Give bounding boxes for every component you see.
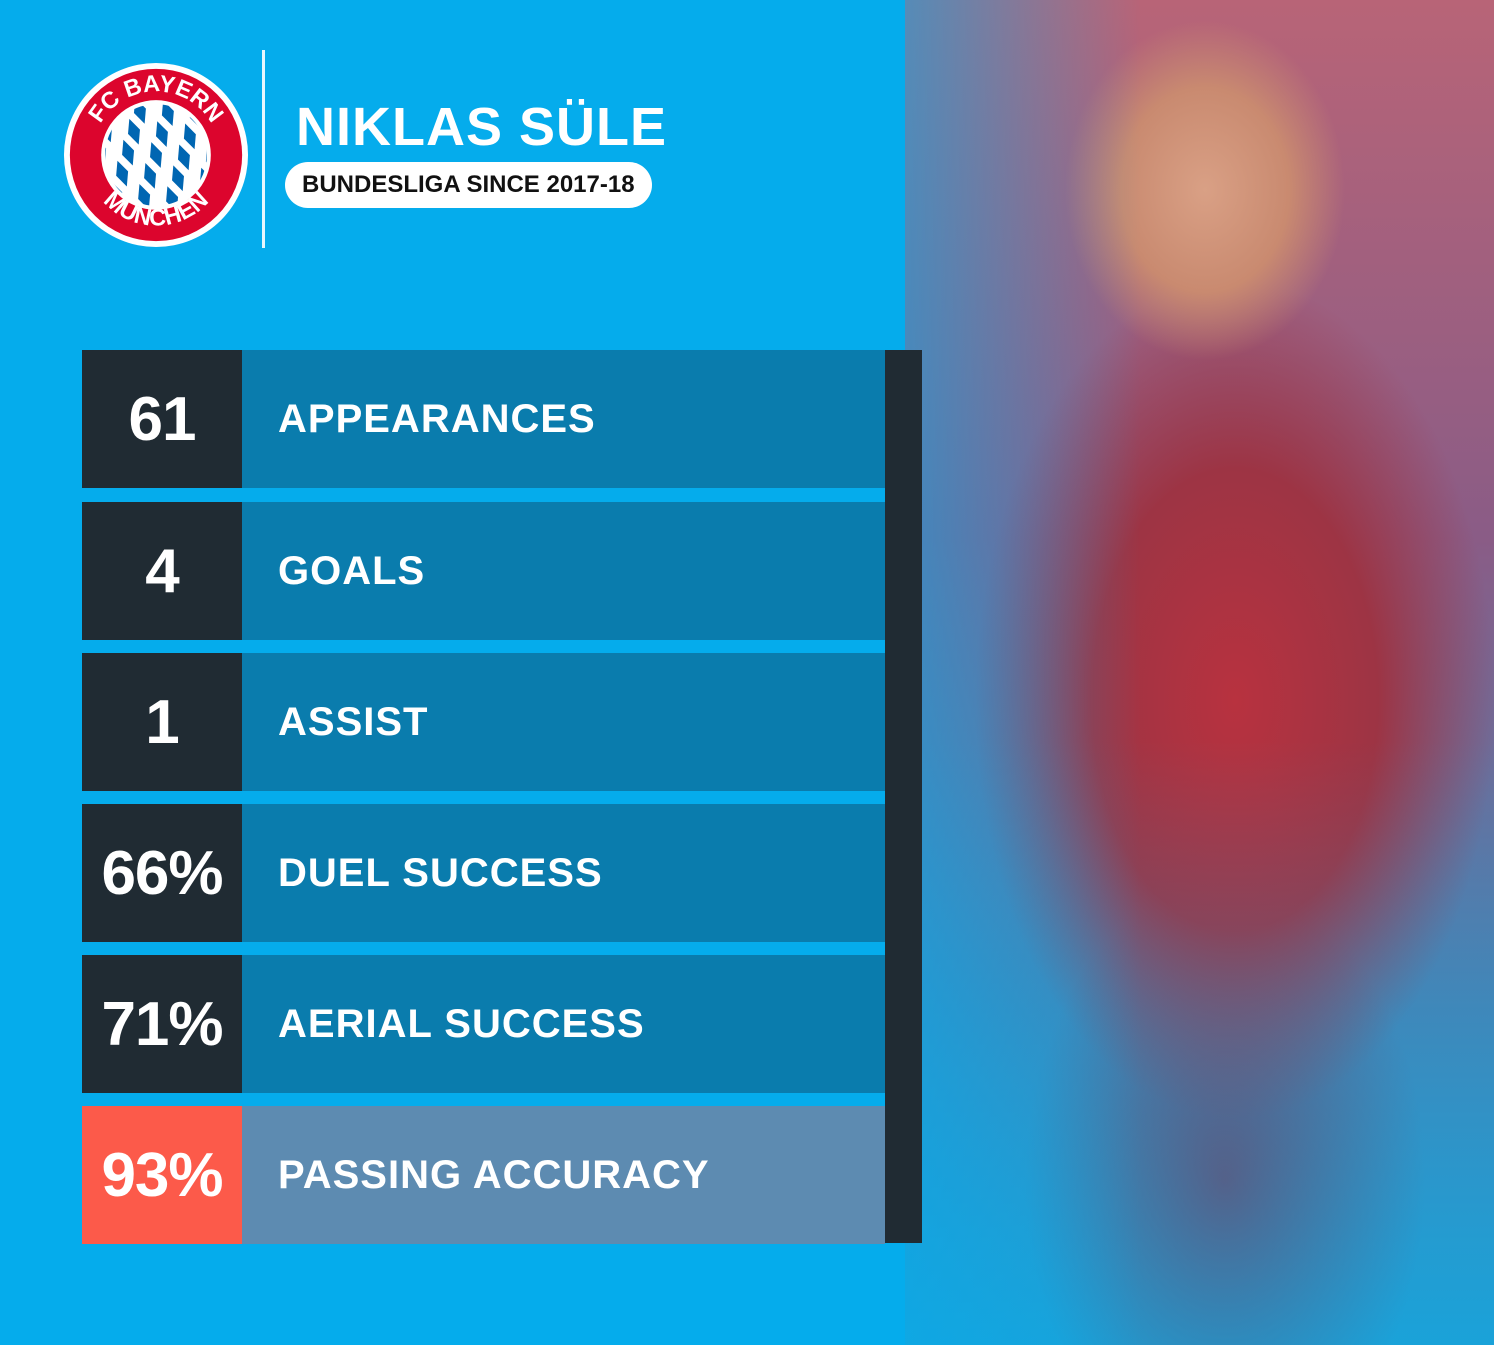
stat-row-duel-success: 66% DUEL SUCCESS [82,804,885,942]
stat-value: 61 [82,350,242,488]
logo-diamond [177,144,190,171]
stat-value: 66% [82,804,242,942]
logo-diamond [144,247,165,248]
logo-diamond [239,212,254,242]
logo-diamond [251,170,254,200]
stat-value: 4 [82,502,242,640]
stat-label: AERIAL SUCCESS [242,955,885,1093]
logo-diamond [144,163,157,189]
logo-diamond [233,233,254,248]
stat-row-goals: 4 GOALS [82,502,885,640]
logo-diamond [58,62,79,77]
logo-diamond [128,118,140,145]
logo-diamond [155,121,168,147]
logo-diamond [116,245,137,248]
logo-diamond [138,183,151,206]
stat-label: GOALS [242,502,885,640]
stat-value: 93% [82,1106,242,1244]
logo-diamond [58,68,73,98]
logo-diamond [122,139,135,166]
stat-row-appearances: 61 APPEARANCES [82,350,885,488]
player-name: NIKLAS SÜLE [296,97,668,157]
stat-label: PASSING ACCURACY [242,1106,885,1244]
logo-diamond [150,142,162,168]
stat-row-aerial-success: 71% AERIAL SUCCESS [82,955,885,1093]
player-photo [905,0,1494,1345]
logo-diamond [172,165,184,192]
header-divider [262,50,265,248]
logo-diamond [245,191,254,221]
stat-row-passing-accuracy: 93% PASSING ACCURACY [82,1106,885,1244]
logo-diamond [58,89,67,119]
logo-diamond [85,62,106,79]
logo-diamond [161,104,174,127]
logo-diamond [116,160,129,187]
fc-bayern-logo: FC BAYERN MÜNCHEN [58,62,254,248]
logo-diamond [205,231,226,248]
subtitle-badge: BUNDESLIGA SINCE 2017-18 [285,162,652,208]
logo-diamond [183,123,196,150]
stat-value: 1 [82,653,242,791]
stat-label: ASSIST [242,653,885,791]
stats-side-bar [885,350,922,1243]
stat-row-assist: 1 ASSIST [82,653,885,791]
stat-label: DUEL SUCCESS [242,804,885,942]
stat-value: 71% [82,955,242,1093]
stat-label: APPEARANCES [242,350,885,488]
